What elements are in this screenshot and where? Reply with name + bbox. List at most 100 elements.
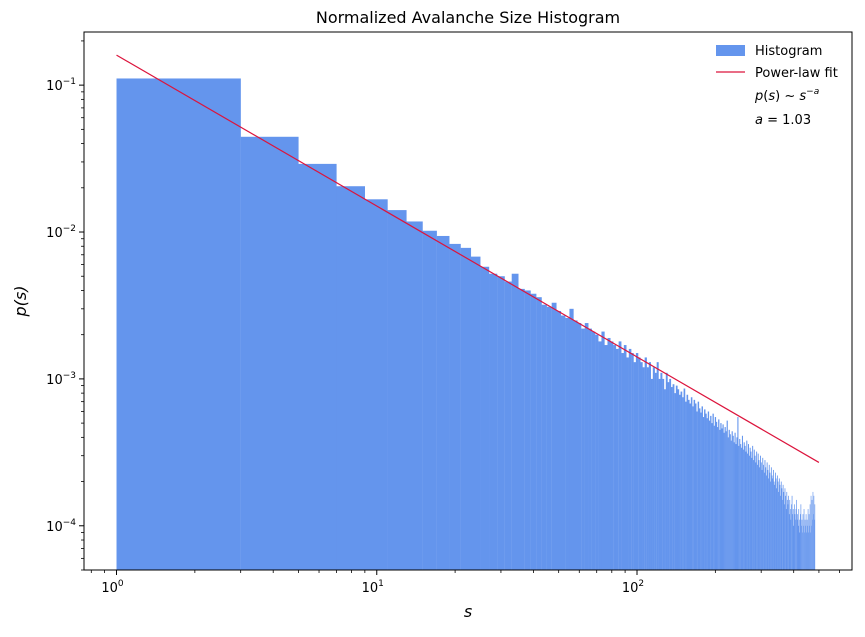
histogram-bar (782, 484, 784, 570)
histogram-bar (633, 362, 637, 570)
histogram-bar (662, 378, 665, 570)
histogram-bar (784, 488, 786, 570)
histogram-bar (720, 423, 722, 570)
histogram-bar (756, 464, 758, 570)
histogram-bar (698, 408, 701, 570)
histogram-bar (745, 451, 747, 570)
histogram-bar (591, 331, 596, 570)
histogram-bar (642, 367, 645, 570)
histogram-bar (811, 499, 813, 570)
histogram-bar (621, 353, 624, 570)
x-axis-ticks: 100 101 102 (90, 570, 840, 596)
histogram-bar (677, 389, 680, 570)
histogram-bar (794, 514, 796, 570)
histogram-bar (746, 440, 748, 570)
histogram-bar (789, 509, 791, 570)
histogram-bar (793, 504, 795, 570)
histogram-bar (706, 418, 708, 570)
histogram-bar (789, 499, 791, 570)
histogram-bar (682, 397, 684, 570)
histogram-bar (796, 499, 797, 570)
histogram-bar (766, 462, 768, 570)
histogram-bar (733, 442, 735, 570)
histogram-bar (588, 328, 592, 570)
histogram-bar (751, 457, 753, 570)
histogram-bar (688, 399, 690, 570)
histogram-bar (763, 464, 764, 570)
histogram-bar (807, 509, 809, 570)
histogram-bar (748, 444, 749, 570)
histogram-bar (802, 532, 803, 570)
histogram-bar (480, 266, 490, 570)
y-axis-ticks: 10−4 10−3 10−2 10−1 (46, 40, 84, 571)
histogram-bar (805, 525, 806, 570)
histogram-bar (809, 525, 810, 570)
histogram-bar (741, 447, 743, 570)
histogram-bar (760, 455, 761, 570)
histogram-bar (800, 514, 801, 570)
histogram-bar (387, 210, 407, 570)
histogram-bar (748, 455, 750, 570)
histogram-bar (747, 453, 749, 570)
histogram-bar (683, 388, 686, 570)
histogram-bar (776, 475, 778, 570)
histogram-bar (763, 472, 765, 570)
histogram-bar (670, 387, 673, 570)
histogram-bar (511, 273, 519, 570)
histogram-bar (536, 297, 542, 570)
histogram-bar (753, 449, 755, 570)
histogram-bar (669, 378, 672, 570)
histogram-bar (704, 409, 706, 570)
histogram-bar (771, 475, 773, 570)
histogram-bar (768, 478, 769, 570)
histogram-bar (686, 394, 689, 570)
histogram-bar (460, 247, 472, 570)
y-axis-label-text: p(s) (11, 286, 30, 318)
histogram-bar (734, 432, 736, 570)
histogram-bar (675, 385, 678, 570)
histogram-bar (805, 514, 807, 570)
histogram-bar (654, 372, 657, 570)
histogram-bar (773, 481, 775, 570)
histogram-bar (601, 331, 605, 570)
y-tick-label: 10−1 (46, 77, 76, 94)
histogram-bar (650, 378, 653, 570)
histogram-bar (672, 384, 675, 570)
histogram-bar (665, 372, 668, 570)
histogram-bar (240, 136, 299, 570)
histogram-bar (777, 481, 779, 570)
histogram-bar (573, 320, 578, 570)
histogram-bar (786, 491, 788, 570)
histogram-bar (762, 457, 764, 570)
histogram-bar (638, 357, 641, 570)
histogram-bar (719, 429, 721, 570)
histogram-bar (690, 397, 693, 570)
histogram-bar (806, 519, 808, 570)
histogram-bar (785, 495, 786, 570)
histogram-bar (760, 462, 762, 570)
histogram-bar (770, 467, 772, 570)
histogram-bar (689, 403, 691, 570)
histogram-bar (791, 504, 792, 570)
histogram-bar (584, 323, 589, 570)
histogram-bar (674, 393, 676, 570)
histogram-bar (652, 367, 655, 570)
histogram-bar (807, 525, 808, 570)
histogram-bar (792, 514, 793, 570)
histogram-bar (718, 419, 720, 570)
histogram-bar (775, 478, 777, 570)
y-tick-label: 10−4 (46, 518, 76, 535)
histogram-bar (613, 345, 617, 570)
histogram-bar (788, 495, 789, 570)
histogram-bar (757, 453, 759, 570)
plot-area (116, 54, 820, 571)
histogram-bar (685, 401, 687, 570)
histogram-bar (604, 345, 608, 570)
histogram-bar (779, 484, 781, 570)
histogram-bar (783, 491, 785, 570)
histogram-bar (298, 163, 337, 570)
histogram-bar (721, 428, 723, 570)
histogram-bar (790, 519, 792, 570)
histogram-bar (648, 362, 651, 570)
histogram-bar (765, 467, 767, 570)
